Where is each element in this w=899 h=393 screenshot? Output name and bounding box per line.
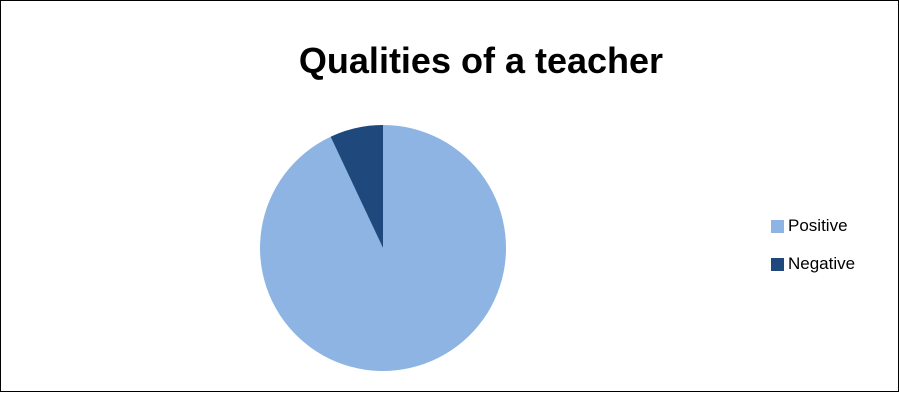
legend-swatch-negative bbox=[771, 257, 784, 271]
legend-item-positive: Positive bbox=[771, 215, 855, 237]
legend-label-positive: Positive bbox=[788, 216, 848, 235]
chart-title: Qualities of a teacher bbox=[298, 40, 664, 81]
chart-legend: Positive Negative bbox=[771, 215, 855, 291]
pie-slice-positive bbox=[260, 125, 507, 371]
legend-item-negative: Negative bbox=[771, 253, 855, 275]
legend-label-negative: Negative bbox=[788, 254, 856, 273]
legend-swatch-positive bbox=[771, 219, 784, 233]
pie-slice-negative bbox=[330, 125, 383, 248]
